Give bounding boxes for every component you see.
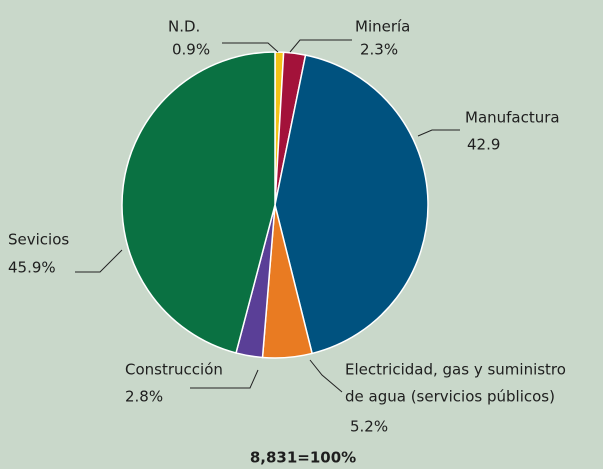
pie-slice xyxy=(274,54,429,355)
leader-line xyxy=(309,359,343,393)
leader-line xyxy=(75,249,123,273)
value-label: 2.8% xyxy=(125,388,163,406)
total-annotation: 8,831=100% xyxy=(250,449,356,467)
value-label: 2.3% xyxy=(360,41,398,59)
leader-line xyxy=(222,42,279,53)
value-label: 5.2% xyxy=(350,418,388,436)
slice-label: Sevicios xyxy=(8,231,69,249)
pie-slice xyxy=(121,51,276,354)
slice-label: de agua (servicios públicos) xyxy=(345,388,555,406)
slice-label: Electricidad, gas y suministro xyxy=(345,361,566,379)
slice-label: Minería xyxy=(355,18,410,36)
value-label: 45.9% xyxy=(8,259,56,277)
leader-line xyxy=(417,129,460,137)
value-label: 42.9 xyxy=(467,136,500,154)
slice-label: Construcción xyxy=(125,361,223,379)
leader-line xyxy=(289,39,352,53)
slice-label: Manufactura xyxy=(465,109,560,127)
value-label: 0.9% xyxy=(172,41,210,59)
slice-label: N.D. xyxy=(168,18,200,36)
leader-line xyxy=(190,369,259,389)
